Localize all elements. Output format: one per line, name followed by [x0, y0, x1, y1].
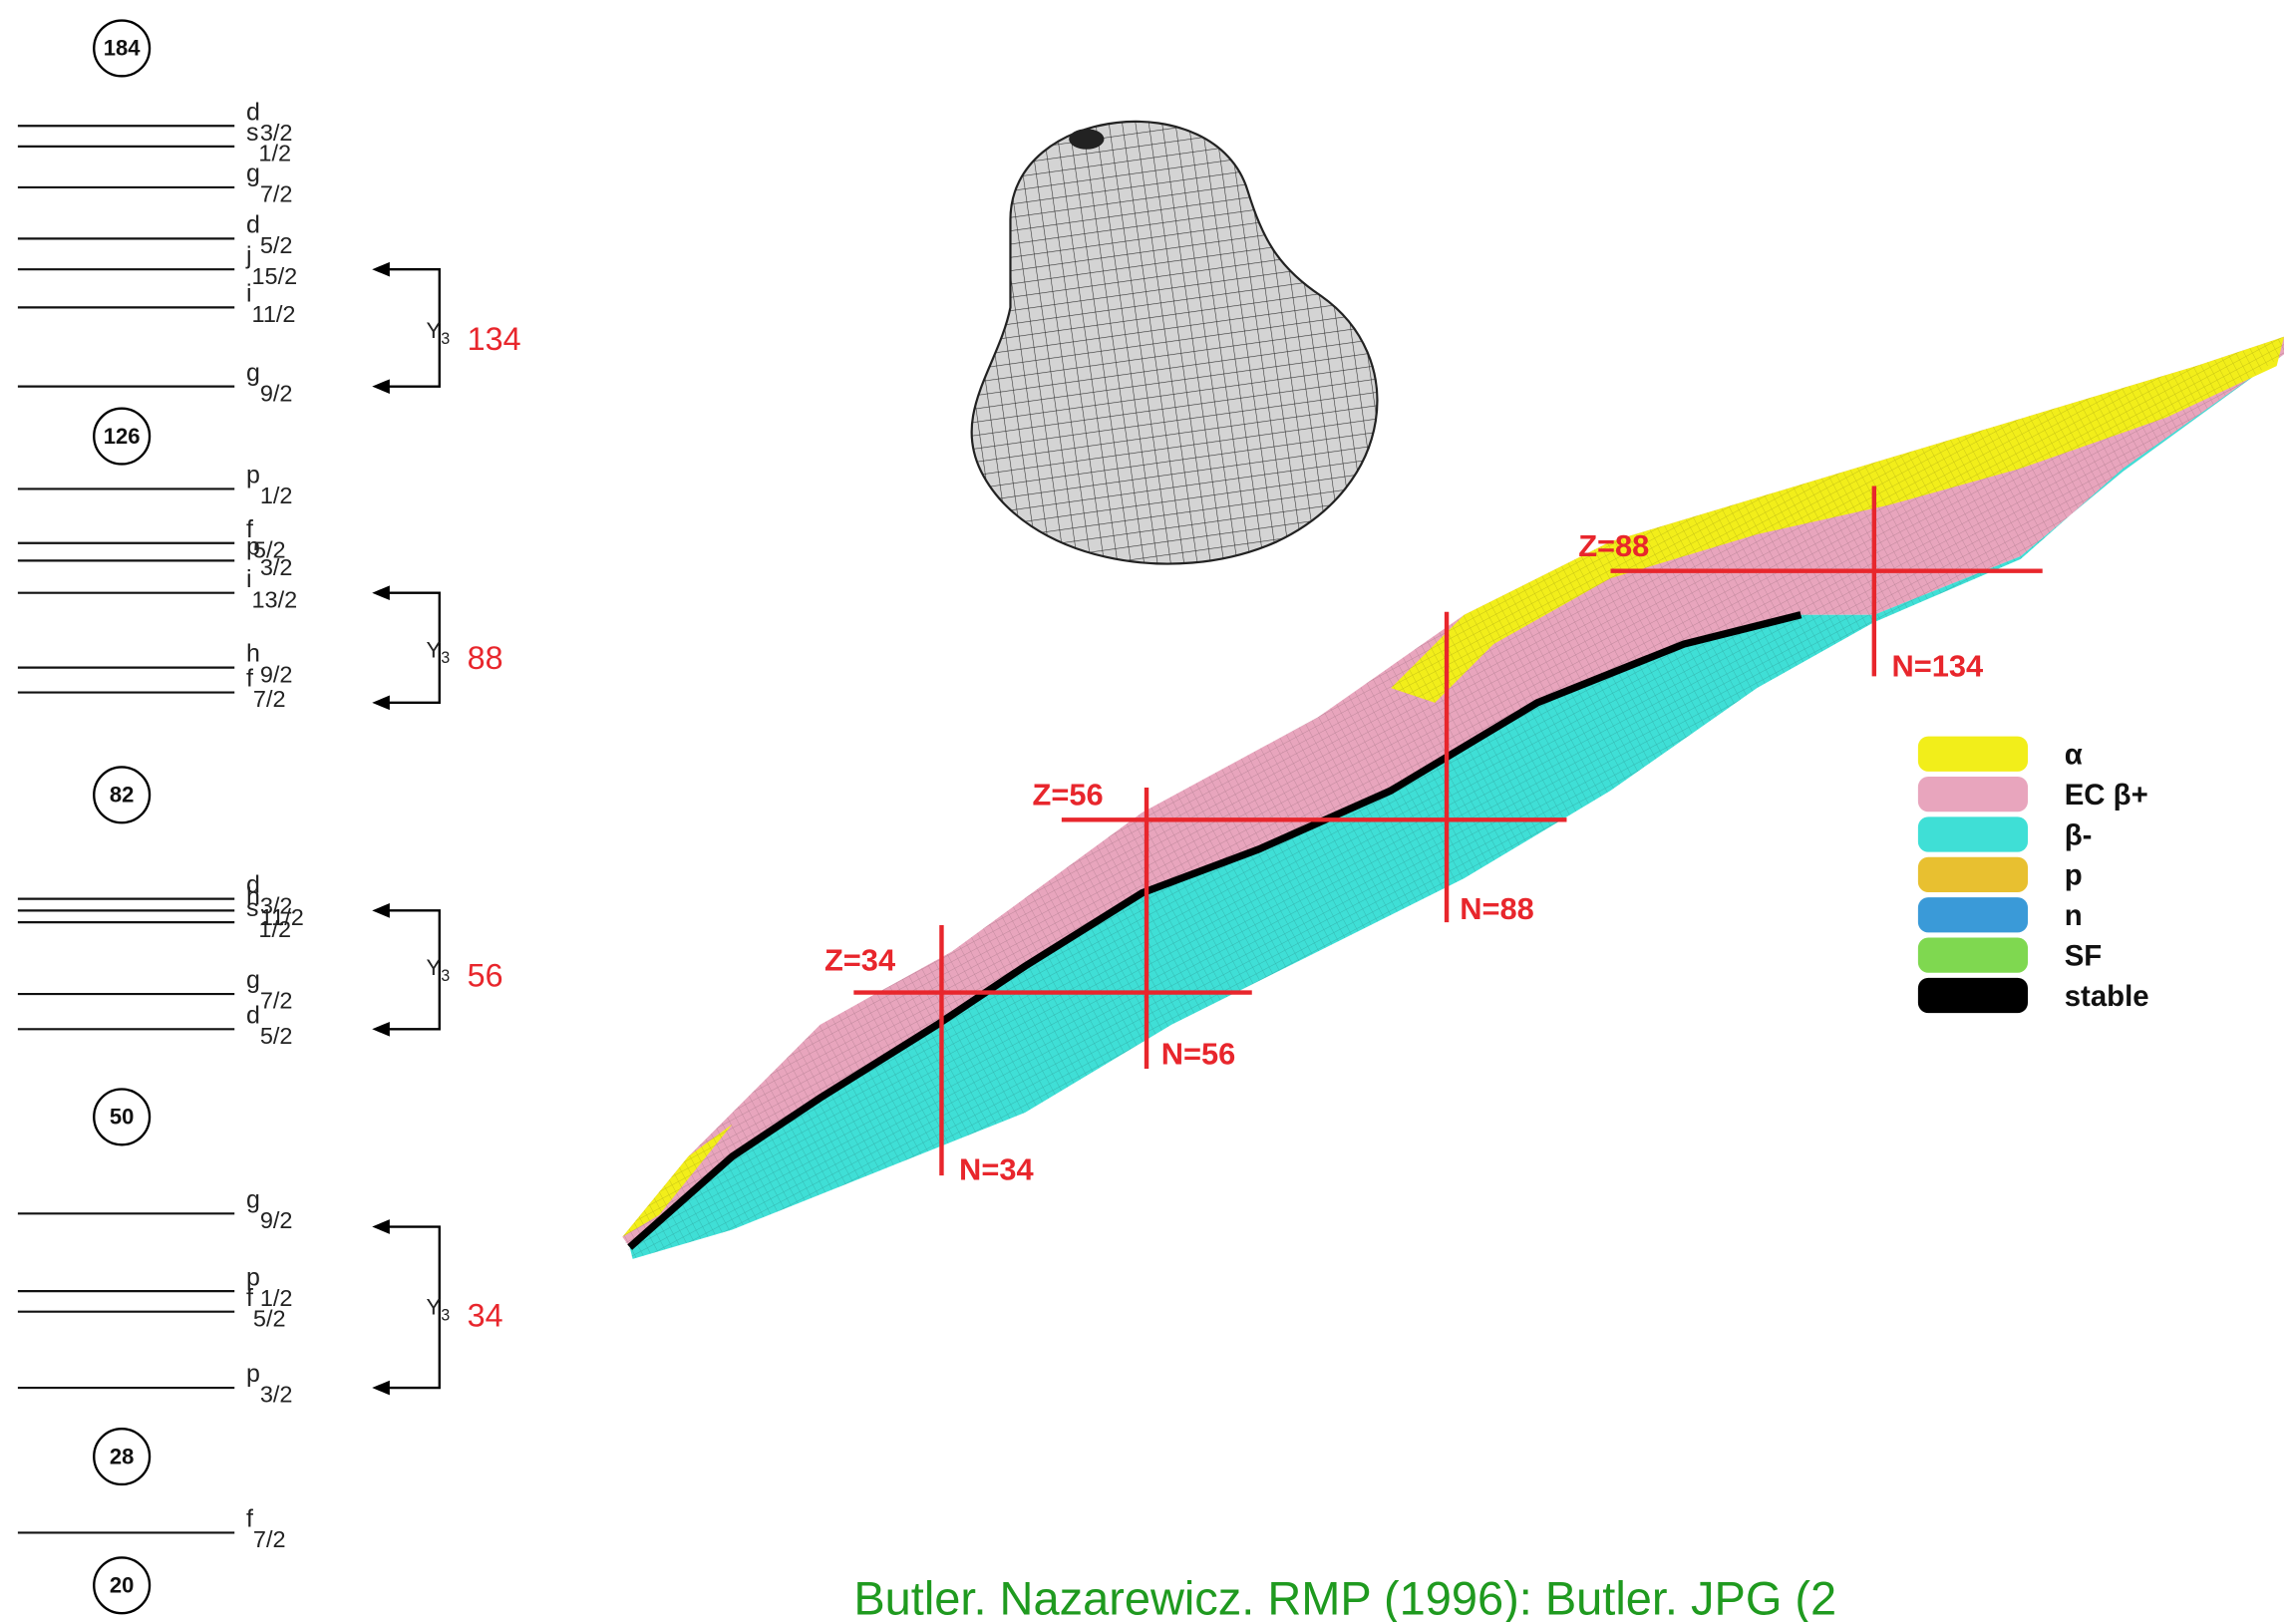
orbital-j: 5/2 — [253, 1305, 286, 1331]
legend-swatch — [1918, 897, 2028, 932]
symbol: Y — [427, 955, 442, 980]
legend-swatch — [1918, 737, 2028, 772]
magic-number: 28 — [110, 1444, 134, 1468]
orbital-j: 5/2 — [260, 232, 293, 258]
symbol: Y — [427, 318, 442, 343]
orbital: d — [246, 1001, 260, 1029]
magic-label: N=56 — [1161, 1037, 1236, 1072]
magic-label: N=34 — [959, 1152, 1034, 1187]
orbital: g — [246, 160, 260, 187]
level-label: h9/2 — [246, 640, 293, 688]
orbital-j: 11/2 — [252, 301, 296, 327]
orbital: s — [246, 894, 258, 922]
octupole-value: 134 — [468, 321, 521, 357]
orbital-j: 9/2 — [260, 380, 293, 406]
legend-label: stable — [2065, 980, 2149, 1013]
orbital-j: 1/2 — [258, 141, 291, 166]
orbital-j: 7/2 — [253, 686, 286, 712]
orbital: p — [246, 533, 260, 561]
level-label: p3/2 — [246, 1360, 293, 1408]
magic-label: Z=88 — [1578, 528, 1649, 563]
legend-swatch — [1918, 857, 2028, 892]
octupole-arrows — [378, 269, 440, 1388]
figure: 18412682502820d3/2s1/2g7/2d5/2j15/2i11/2… — [0, 0, 2296, 1622]
level-label: f7/2 — [246, 1505, 286, 1553]
orbital-j: 13/2 — [252, 586, 298, 612]
legend-label: α — [2065, 739, 2083, 772]
magic-label: Z=56 — [1032, 778, 1103, 812]
level-label: g7/2 — [246, 160, 293, 207]
level-label: d5/2 — [246, 210, 293, 258]
legend-swatch — [1918, 816, 2028, 851]
orbital: p — [246, 1360, 260, 1388]
orbital: g — [246, 359, 260, 387]
orbital: g — [246, 966, 260, 994]
pear-shape — [972, 122, 1378, 564]
magic-number: 82 — [110, 783, 134, 808]
octupole-symbol: Y3 — [427, 318, 451, 348]
orbital: p — [246, 462, 260, 489]
symbol: Y — [427, 637, 442, 662]
orbital-j: 1/2 — [258, 916, 291, 942]
orbital-j: 5/2 — [260, 1023, 293, 1049]
magic-label: N=134 — [1891, 648, 1983, 683]
octupole-symbol: Y3 — [427, 637, 451, 667]
symbol-sub: 3 — [441, 967, 450, 985]
octupole-symbol: Y3 — [427, 1295, 451, 1325]
legend-label: n — [2065, 899, 2083, 932]
orbital: d — [246, 210, 260, 238]
orbital-j: 3/2 — [260, 554, 293, 580]
symbol-sub: 3 — [441, 1307, 450, 1325]
nuclide-chart — [622, 337, 2284, 1259]
legend-swatch — [1918, 938, 2028, 973]
arrowheads — [372, 262, 390, 1396]
orbital-j: 1/2 — [260, 483, 293, 508]
symbol: Y — [427, 1295, 442, 1320]
level-label: g9/2 — [246, 1185, 293, 1233]
octupole-value: 56 — [468, 958, 503, 994]
orbital: g — [246, 1185, 260, 1213]
orbital-j: 9/2 — [260, 661, 293, 687]
legend-label: SF — [2065, 939, 2103, 972]
level-label: g9/2 — [246, 359, 293, 407]
level-label: p1/2 — [246, 1263, 293, 1311]
magic-number: 50 — [110, 1105, 134, 1130]
orbital-j: 3/2 — [260, 1382, 293, 1408]
octupole-value: 34 — [468, 1297, 503, 1333]
page: {"magic_numbers": [184, 126, 82, 50, 28,… — [0, 0, 2296, 1622]
octupole-symbol: Y3 — [427, 955, 451, 985]
orbital: s — [246, 119, 258, 147]
legend-label: EC β+ — [2065, 779, 2148, 811]
level-label: p1/2 — [246, 462, 293, 509]
magic-number: 184 — [104, 36, 141, 61]
orbital-j: 7/2 — [260, 181, 293, 207]
magic-label: Z=34 — [824, 943, 895, 978]
orbital: h — [246, 640, 260, 668]
magic-number: 20 — [110, 1573, 134, 1598]
magic-number: 126 — [104, 424, 141, 449]
legend-swatch — [1918, 978, 2028, 1013]
orbital-j: 15/2 — [252, 263, 298, 289]
symbol-sub: 3 — [441, 330, 450, 348]
legend-swatch — [1918, 777, 2028, 811]
citation: Butler. Nazarewicz. RMP (1996): Butler. … — [853, 1572, 1836, 1622]
orbital-j: 7/2 — [253, 1526, 286, 1552]
orbital-j: 7/2 — [260, 988, 293, 1014]
octupole-value: 88 — [468, 640, 503, 676]
legend-label: β- — [2065, 818, 2093, 851]
symbol-sub: 3 — [441, 649, 450, 667]
magic-label: N=88 — [1460, 891, 1534, 926]
legend-label: p — [2065, 859, 2083, 892]
orbital-j: 9/2 — [260, 1207, 293, 1233]
